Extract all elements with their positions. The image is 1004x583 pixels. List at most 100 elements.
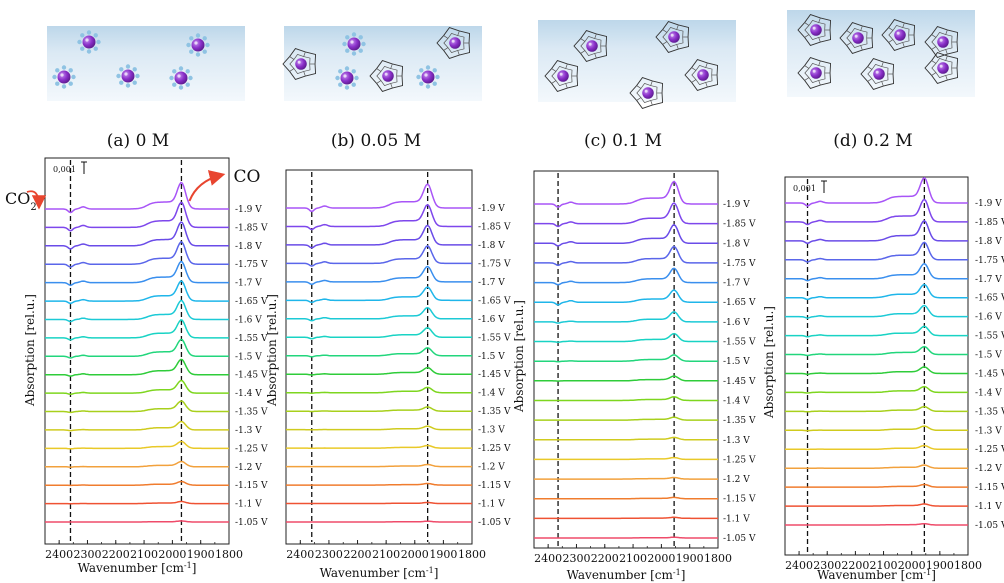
spectra-panel-1: (a) 0 M 2400 2300 2200 2100 2000 1900 1800 Waven…: [5, 131, 268, 575]
spectrum-line: [286, 444, 472, 449]
x-tick-label: 2400: [534, 552, 562, 565]
series-label: -1.3 V: [478, 426, 505, 436]
co2-arrow: [26, 190, 47, 210]
hydrated-cation-icon: [416, 65, 440, 89]
x-tick-label: 2100: [372, 548, 400, 561]
crown-ether-complex-icon: [573, 30, 608, 62]
x-tick-label: 1900: [676, 552, 704, 565]
spectrum-line: [534, 536, 718, 539]
spectrum-line: [286, 245, 472, 267]
series-label: -1.25 V: [975, 445, 1004, 455]
x-tick-label: 2200: [591, 552, 619, 565]
spectrum-line: [45, 201, 229, 232]
series-label: -1.45 V: [723, 377, 756, 387]
series-label: -1.8 V: [975, 237, 1002, 247]
spectrum-line: [534, 202, 718, 228]
spectra-panel-3: (c) 0.1 M 2400 2300 2200 2100 2000 1900 1800 Wav…: [512, 131, 756, 582]
crown-ether-complex-icon: [839, 22, 874, 54]
series-label: -1.1 V: [975, 502, 1002, 512]
spectrum-line: [785, 503, 968, 507]
spectrum-line: [534, 375, 718, 382]
spectrum-line: [785, 385, 968, 394]
series-label: -1.6 V: [975, 313, 1002, 323]
plot-frame: [533, 170, 719, 549]
x-tick-label: 2400: [286, 548, 314, 561]
spectrum-line: [286, 425, 472, 431]
spectrum-line: [45, 480, 229, 487]
spectrum-line: [534, 180, 718, 208]
series-label: -1.5 V: [975, 351, 1002, 361]
series-label: -1.55 V: [478, 333, 511, 343]
spectrum-line: [534, 245, 718, 267]
spectrum-line: [534, 223, 718, 247]
x-tick-label: 1800: [458, 548, 486, 561]
crown-ether-complex-icon: [629, 77, 664, 109]
series-label: -1.5 V: [478, 352, 505, 362]
illustration-panel-1: [47, 26, 245, 101]
spectra-panel-4: (d) 0.2 M 2400 2300 2200 2100 2000 1900 1800 Wav…: [762, 131, 1004, 582]
series-label: -1.9 V: [723, 200, 750, 210]
electrolyte-band: [47, 26, 245, 101]
spectrum-line: [785, 464, 968, 470]
series-label: -1.6 V: [478, 315, 505, 325]
spectrum-line: [286, 224, 472, 249]
series-label: -1.65 V: [478, 296, 511, 306]
x-tick-label: 2000: [898, 559, 926, 572]
series-label: -1.7 V: [478, 278, 505, 288]
hydrated-cation-icon: [52, 65, 76, 89]
spectrum-line: [785, 176, 968, 207]
x-tick-label: 2100: [870, 559, 898, 572]
spectrum-line: [286, 482, 472, 486]
spectrum-line: [785, 425, 968, 432]
series-label: -1.35 V: [235, 408, 268, 418]
series-label: -1.7 V: [723, 279, 750, 289]
hydrated-cation-icon: [335, 66, 359, 90]
x-tick-label: 2400: [785, 559, 813, 572]
series-label: -1.75 V: [975, 256, 1004, 266]
series-label: -1.45 V: [975, 369, 1004, 379]
plot-frame: [44, 157, 230, 545]
series-label: -1.05 V: [975, 521, 1004, 531]
spectrum-line: [534, 289, 718, 306]
x-axis-label: Wavenumber [cm-1]: [320, 566, 439, 581]
x-tick-label: 1800: [215, 548, 243, 561]
series-label: -1.25 V: [723, 455, 756, 465]
x-tick-label: 2100: [619, 552, 647, 565]
x-tick-label: 2300: [813, 559, 841, 572]
series-label: -1.2 V: [723, 475, 750, 485]
series-label: -1.1 V: [235, 500, 262, 510]
spectrum-line: [45, 520, 229, 523]
electrolyte-band: [787, 10, 975, 97]
spectrum-line: [45, 400, 229, 414]
series-label: -1.9 V: [235, 205, 262, 215]
series-label: -1.6 V: [235, 315, 262, 325]
spectrum-line: [45, 460, 229, 468]
spectrum-line: [45, 240, 229, 268]
spectrum-line: [286, 347, 472, 358]
x-tick-label: 2000: [401, 548, 429, 561]
series-label: -1.85 V: [235, 223, 268, 233]
hydrated-cation-icon: [186, 33, 210, 57]
crown-ether-complex-icon: [924, 26, 959, 58]
spectrum-line: [785, 522, 968, 526]
x-tick-label: 2200: [102, 548, 130, 561]
spectrum-line: [286, 386, 472, 394]
spectrum-line: [534, 476, 718, 480]
spectra-panel-2: (b) 0.05 M 2400 2300 2200 2100 2000 1900 1800 Wa…: [265, 131, 511, 580]
x-tick-label: 2400: [45, 548, 73, 561]
series-label: -1.35 V: [975, 407, 1004, 417]
series-label: -1.35 V: [723, 416, 756, 426]
spectrum-line: [785, 283, 968, 301]
series-label: -1.1 V: [723, 514, 750, 524]
spectrum-line: [286, 463, 472, 468]
spectrum-line: [534, 516, 718, 520]
spectrum-line: [534, 311, 718, 324]
series-label: -1.55 V: [235, 334, 268, 344]
series-label: -1.25 V: [478, 444, 511, 454]
spectrum-line: [785, 304, 968, 319]
x-axis-label: Wavenumber [cm-1]: [78, 561, 197, 576]
series-label: -1.4 V: [723, 396, 750, 406]
series-label: -1.7 V: [235, 279, 262, 289]
spectrum-line: [534, 332, 718, 343]
